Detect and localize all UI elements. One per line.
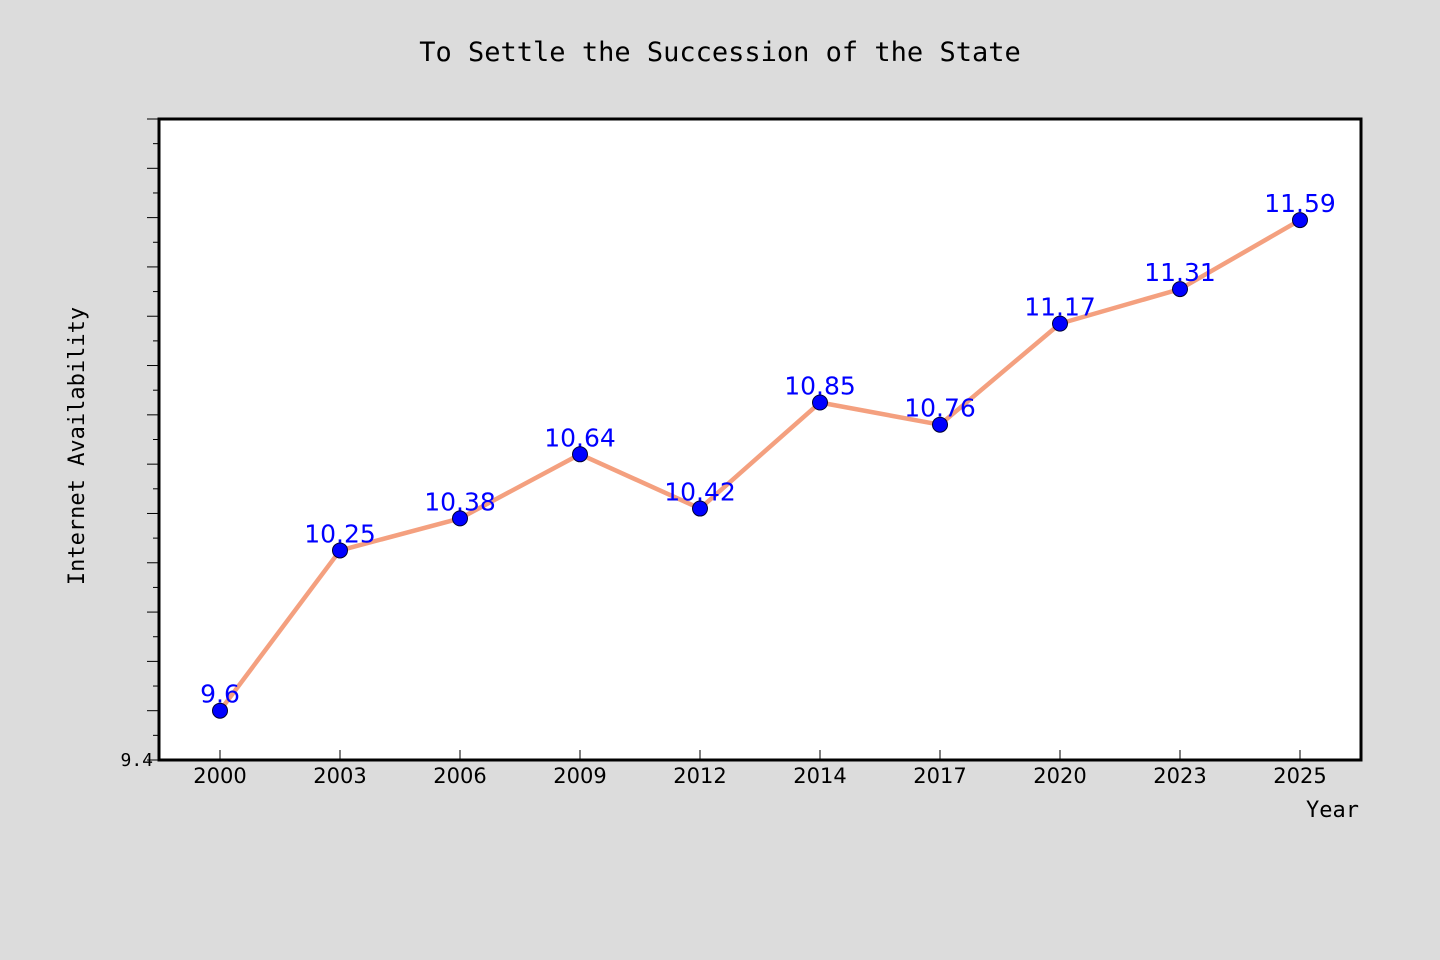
x-axis-ticks: 2000 2003 2006 2009 2012 2014 2017 2020 2023 2025: [193, 750, 1327, 788]
x-tick-label: 2000: [193, 764, 246, 788]
data-point: [452, 510, 468, 527]
x-tick-label: 2006: [433, 764, 486, 788]
data-point: [1172, 281, 1188, 298]
series-line: [217, 217, 1303, 713]
x-tick-label: 2020: [1033, 764, 1086, 788]
x-tick-label: 2012: [673, 764, 726, 788]
x-tick-label: 2017: [913, 764, 966, 788]
series-group: 9.610.2510.3810.6410.4210.8510.7611.1711…: [200, 189, 1336, 719]
x-tick-label: 2014: [793, 764, 846, 788]
plot-area: [157, 117, 1363, 762]
data-point: [572, 446, 588, 463]
data-point: [212, 702, 228, 719]
x-tick-label: 2025: [1273, 764, 1326, 788]
y-axis-ticks: 9.4: [120, 118, 159, 771]
data-point: [1292, 212, 1308, 229]
y-tick-label: 9.4: [120, 750, 153, 771]
x-axis-label: Year: [1306, 798, 1359, 823]
y-axis-label: Internet Availability: [65, 307, 90, 585]
x-tick-label: 2023: [1153, 764, 1206, 788]
chart-title: To Settle the Succession of the State: [419, 37, 1020, 68]
data-point: [932, 416, 948, 433]
data-point: [332, 542, 348, 559]
data-point: [1052, 315, 1068, 332]
data-point: [692, 500, 708, 517]
x-tick-label: 2003: [313, 764, 366, 788]
x-tick-label: 2009: [553, 764, 606, 788]
data-point: [812, 394, 828, 411]
